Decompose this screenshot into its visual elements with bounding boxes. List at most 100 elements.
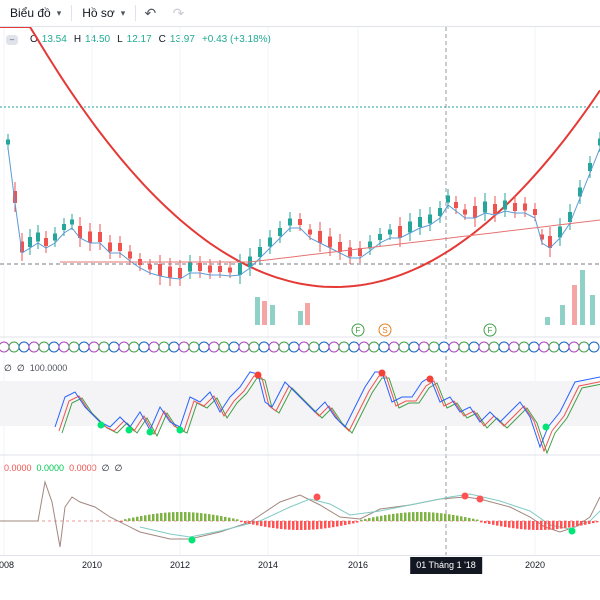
stoch-signal-dot xyxy=(542,423,550,431)
event-marker xyxy=(568,341,580,353)
event-marker xyxy=(358,341,370,353)
volume-bar xyxy=(298,311,303,325)
candle-body xyxy=(44,238,48,246)
event-marker xyxy=(308,341,320,353)
macd-histogram-bar xyxy=(524,521,527,530)
macd-histogram-bar xyxy=(552,521,555,530)
candle-body xyxy=(36,232,40,242)
macd-histogram-bar xyxy=(576,521,579,527)
volume-bar xyxy=(580,270,585,325)
macd-histogram-bar xyxy=(564,521,567,529)
event-marker xyxy=(548,341,560,353)
candles-group xyxy=(6,132,600,286)
undo-icon[interactable]: ↶ xyxy=(144,4,157,21)
macd-histogram-bar xyxy=(536,521,539,530)
macd-histogram-bar xyxy=(508,521,511,528)
macd-histogram-bar xyxy=(556,521,559,530)
macd-label-a: ∅ xyxy=(101,463,110,473)
volume-bars-group xyxy=(255,270,595,325)
macd-histogram-bar xyxy=(532,521,535,530)
macd-histogram-bar xyxy=(140,515,143,521)
macd-histogram-bar xyxy=(220,516,223,521)
time-tick: 2016 xyxy=(347,560,369,570)
macd-histogram-bar xyxy=(160,513,163,521)
candle-body xyxy=(338,242,342,252)
candle-body xyxy=(568,212,572,222)
candle-body xyxy=(168,266,172,278)
event-marker xyxy=(248,341,260,353)
event-marker xyxy=(418,341,430,353)
macd-histogram-bar xyxy=(384,515,387,521)
macd-histogram-bar xyxy=(272,521,275,529)
macd-histogram-bar xyxy=(408,512,411,521)
macd-histogram-bar xyxy=(560,521,563,529)
macd-histogram-bar xyxy=(544,521,547,530)
high-value: 14.50 xyxy=(85,34,111,45)
candle-body xyxy=(258,247,262,257)
collapse-legend-icon[interactable]: – xyxy=(6,34,18,45)
redo-icon[interactable]: ↷ xyxy=(172,4,185,21)
macd-histogram-bar xyxy=(432,512,435,521)
candle-body xyxy=(238,263,242,275)
macd-value-3: 0.0000 xyxy=(69,463,97,473)
macd-histogram-bar xyxy=(120,521,123,522)
event-marker xyxy=(198,341,210,353)
time-tick: 2010 xyxy=(81,560,103,570)
event-marker xyxy=(578,341,590,353)
macd-histogram-bar xyxy=(128,518,131,521)
candle-body xyxy=(533,209,537,215)
macd-histogram-bar xyxy=(340,521,343,526)
macd-histogram-bar xyxy=(400,512,403,521)
macd-histogram-bar xyxy=(464,517,467,521)
event-marker xyxy=(98,341,110,353)
candle-body xyxy=(158,264,162,276)
volume-bar xyxy=(572,285,577,325)
macd-pane-legend: 0.0000 0.0000 0.0000 ∅ ∅ xyxy=(4,463,122,474)
stoch-signal-dot xyxy=(97,421,105,429)
event-marker xyxy=(48,341,60,353)
volume-bar xyxy=(560,305,565,325)
macd-histogram-bar xyxy=(380,515,383,521)
event-marker xyxy=(428,341,440,353)
volume-bar xyxy=(270,305,275,325)
event-marker xyxy=(498,341,510,353)
macd-histogram-bar xyxy=(572,521,575,527)
toolbar-divider xyxy=(135,5,137,21)
event-marker xyxy=(108,341,120,353)
candle-body xyxy=(328,236,332,248)
macd-histogram-bar xyxy=(248,521,251,524)
macd-line xyxy=(0,480,600,548)
macd-histogram-bar xyxy=(268,521,271,528)
macd-histogram-bar xyxy=(460,516,463,521)
candle-body xyxy=(218,266,222,272)
event-marker xyxy=(468,341,480,353)
candle-body xyxy=(398,226,402,238)
candle-body xyxy=(228,267,232,273)
macd-histogram-bar xyxy=(312,521,315,530)
candle-body xyxy=(148,264,152,270)
macd-cross-dot xyxy=(568,527,576,535)
macd-histogram-bar xyxy=(336,521,339,527)
long-moving-average-line xyxy=(60,219,600,263)
candle-body xyxy=(308,229,312,235)
macd-histogram-bar xyxy=(360,519,363,521)
parabolic-curve xyxy=(0,27,600,289)
low-value: 12.17 xyxy=(126,34,152,45)
candle-body xyxy=(298,219,302,225)
macd-histogram-bar xyxy=(420,512,423,521)
candle-body xyxy=(463,209,467,215)
candle-body xyxy=(483,201,487,213)
event-marker xyxy=(478,341,490,353)
candle-body xyxy=(62,224,66,230)
volume-bar xyxy=(545,317,550,325)
macd-value-2: 0.0000 xyxy=(36,463,65,473)
ohlc-legend: – O 13.54 H 14.50 L 12.17 C 13.97 +0.43 (+3.… xyxy=(6,34,274,45)
macd-histogram-bar xyxy=(204,513,207,521)
event-marker xyxy=(488,341,500,353)
chart-menu-button[interactable]: Biểu đồ ▾ xyxy=(0,0,71,27)
candle-body xyxy=(493,204,497,214)
event-marker xyxy=(238,341,250,353)
macd-histogram-bar xyxy=(280,521,283,530)
profile-menu-button[interactable]: Hồ sơ ▾ xyxy=(72,0,135,27)
